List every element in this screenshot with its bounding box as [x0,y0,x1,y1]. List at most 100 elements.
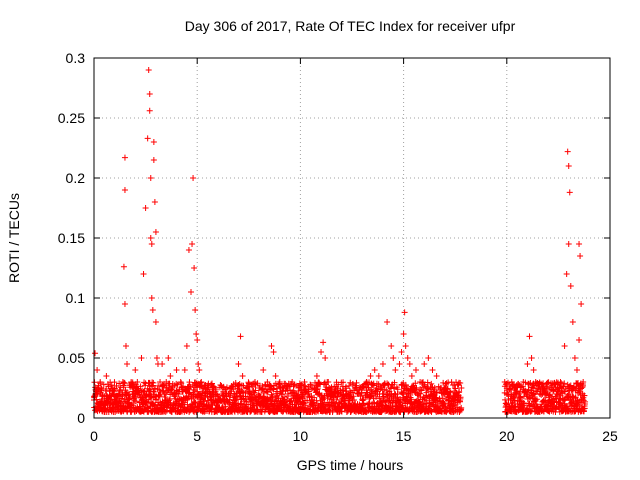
data-point [155,392,162,399]
data-point [149,379,156,386]
data-point [429,367,436,373]
data-point [240,382,247,389]
data-point [287,398,294,405]
data-point [116,398,123,405]
data-point [313,373,320,379]
data-point [146,107,153,114]
data-point [231,391,238,397]
data-point [256,385,263,391]
data-point [456,388,463,395]
data-point [301,393,308,400]
data-point [152,385,159,392]
data-point [116,380,123,387]
data-point [540,385,547,391]
data-point [301,382,308,389]
data-point [150,379,157,386]
data-point [324,379,331,385]
data-point [402,343,409,349]
data-point [174,381,181,388]
data-point [401,309,408,316]
data-point [571,355,578,361]
data-point [412,380,419,387]
data-point [196,367,203,373]
data-point [194,337,201,343]
data-point [371,367,378,373]
data-point [335,381,342,388]
x-axis-label: GPS time / hours [297,457,404,473]
data-point [566,189,573,196]
data-point [138,355,145,361]
data-point [272,373,279,379]
data-point [323,384,330,391]
data-point [108,382,115,389]
data-point [264,379,271,385]
data-point [145,67,152,73]
data-point [379,394,386,401]
data-point [162,408,169,415]
data-point [237,333,244,340]
data-point [412,367,419,373]
data-point [105,395,112,402]
data-point [403,393,410,400]
data-point [523,391,530,398]
data-point [159,381,166,388]
data-point [111,379,118,386]
data-point [398,349,405,355]
x-tick-labels: 0 5 10 15 20 25 [90,428,618,444]
data-point [533,396,540,403]
data-point [342,391,349,397]
data-point [565,241,572,247]
data-point [286,404,293,411]
data-point [223,393,230,400]
data-point [452,385,459,392]
data-point [374,399,381,406]
data-point [163,379,170,385]
data-point [192,399,199,406]
data-point [355,391,362,397]
data-point [214,397,221,403]
grid-layer [94,58,610,418]
data-point [425,355,432,361]
data-point [379,361,386,367]
data-point [353,379,360,386]
y-tick-label: 0.1 [66,290,86,306]
data-point [210,384,217,391]
data-point [128,379,135,385]
data-point [539,381,546,388]
data-point [359,385,366,391]
data-point [179,397,186,403]
y-tick-label: 0.2 [66,170,86,186]
data-point [147,175,154,181]
data-point [351,397,358,403]
data-point [565,163,572,169]
data-point [285,391,292,397]
data-point [120,263,127,270]
data-point [318,349,325,355]
data-point [304,397,311,404]
data-point [559,389,566,396]
data-point [572,394,579,401]
data-point [516,391,523,397]
data-point [103,373,110,379]
data-point [227,385,234,391]
data-point [373,393,380,400]
ticks-layer [93,57,611,419]
data-point [141,379,148,386]
data-point [94,367,101,373]
data-point [350,381,357,388]
data-point [153,355,160,361]
data-point [573,367,580,373]
data-point [544,379,551,386]
x-tick-label: 20 [499,428,515,444]
data-point [161,391,168,397]
data-point [281,396,288,403]
data-point [507,397,514,403]
data-point [143,392,150,399]
plot-frame [93,57,611,419]
data-point [567,382,574,389]
data-point [169,385,176,391]
data-point [235,361,242,367]
data-point [193,331,200,337]
data-point [543,385,550,392]
